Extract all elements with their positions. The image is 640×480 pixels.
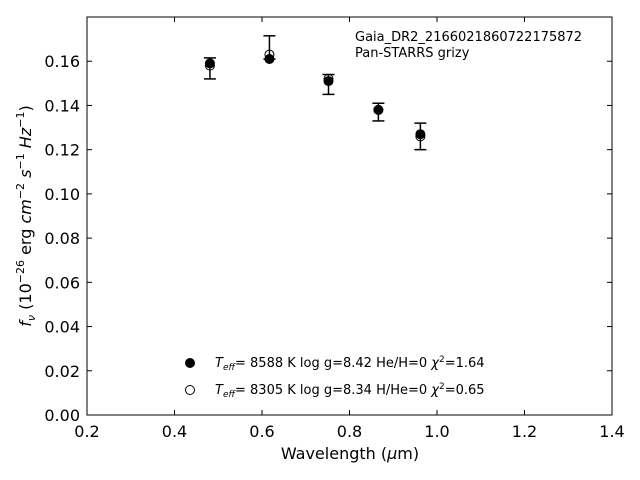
legend: Teff= 8588 K log g=8.42 He/H=0 χ2=1.64 T… [185, 355, 485, 400]
data-points [204, 49, 426, 142]
y-tick-label: 0.06 [44, 273, 80, 292]
x-tick-label: 0.4 [162, 422, 187, 441]
legend-entry-1: Teff= 8588 K log g=8.42 He/H=0 χ2=1.64 [215, 355, 485, 373]
legend-marker-open [185, 385, 195, 395]
model-point-filled [323, 76, 334, 87]
x-tick-label: 1.4 [599, 422, 624, 441]
x-tick-label: 0.2 [74, 422, 99, 441]
object-name-annotation: Gaia_DR2_2166021860722175872 [355, 30, 582, 45]
x-axis-label: Wavelength (μm) [281, 444, 419, 463]
y-tick-label: 0.16 [44, 52, 80, 71]
model-point-filled [204, 58, 215, 69]
legend-marker-filled [185, 358, 195, 368]
y-tick-label: 0.00 [44, 406, 80, 425]
y-tick-label: 0.10 [44, 185, 80, 204]
model-point-open [264, 49, 275, 60]
x-tick-label: 1.2 [512, 422, 537, 441]
model-point-open [415, 131, 426, 142]
y-tick-label: 0.12 [44, 141, 80, 160]
y-tick-label: 0.04 [44, 318, 80, 337]
y-tick-label: 0.08 [44, 229, 80, 248]
y-tick-label: 0.14 [44, 96, 80, 115]
axis-ticks: 0.2 0.4 0.6 0.8 1.0 1.2 1.4 0.00 0.02 0.04 0.06 0.0… [44, 17, 625, 441]
y-axis-label: fν (10−26 erg cm−2 s−1 Hz−1) [14, 105, 38, 326]
survey-annotation: Pan-STARRS grizy [355, 46, 470, 61]
x-tick-label: 1.0 [424, 422, 449, 441]
model-point-open [323, 73, 334, 84]
y-tick-label: 0.02 [44, 362, 80, 381]
model-point-open [204, 60, 215, 71]
x-tick-label: 0.8 [337, 422, 362, 441]
model-point-open [373, 104, 384, 115]
model-point-filled [415, 129, 426, 140]
x-tick-label: 0.6 [249, 422, 274, 441]
legend-entry-2: Teff= 8305 K log g=8.34 H/He=0 χ2=0.65 [215, 382, 485, 400]
